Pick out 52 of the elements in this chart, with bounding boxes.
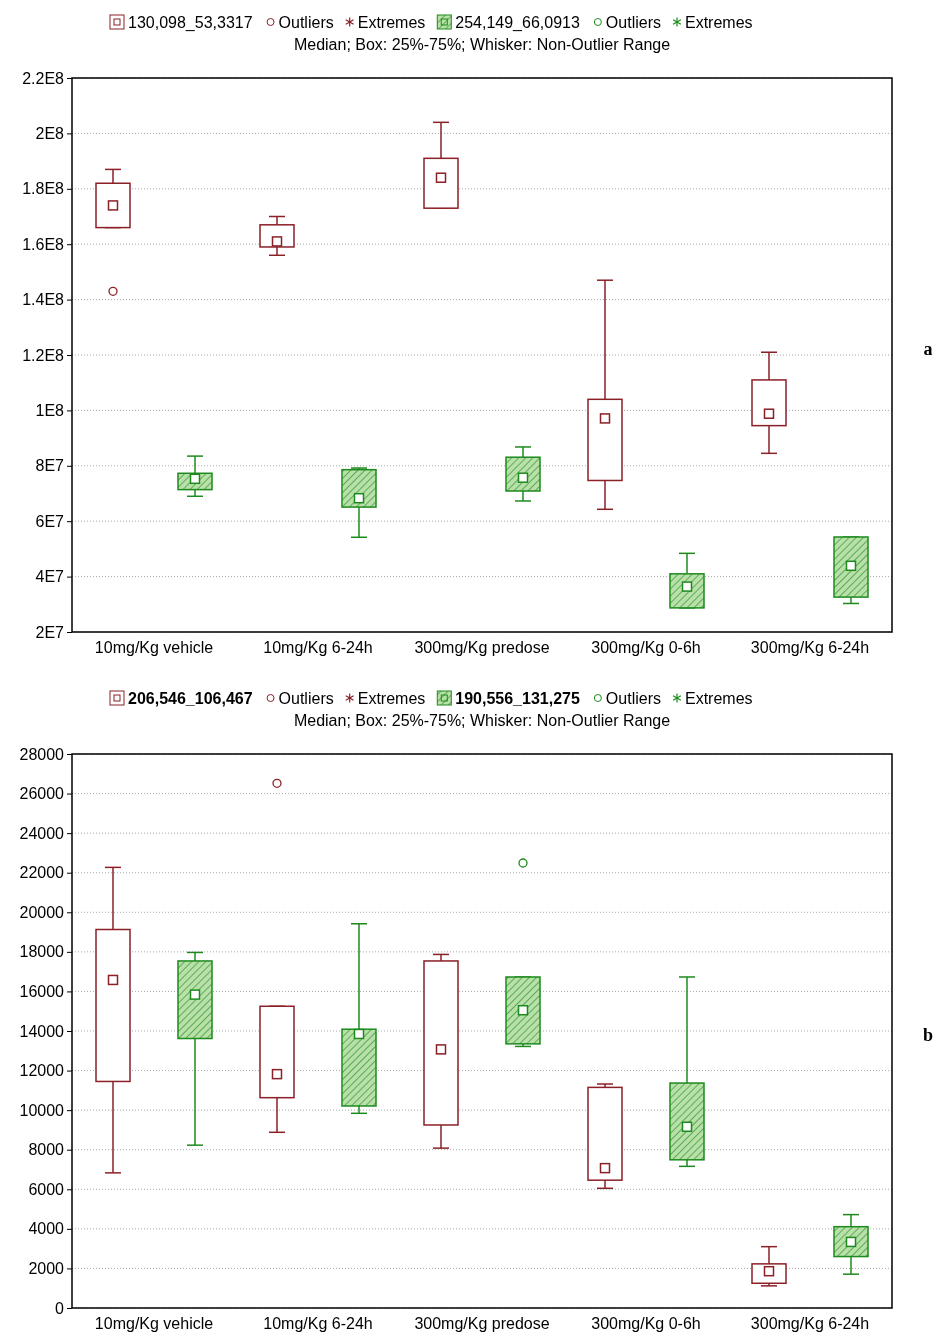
y-tick-label: 12000 (19, 1062, 65, 1080)
y-tick-label: 24000 (19, 824, 65, 842)
y-tick-label: 16000 (19, 983, 65, 1001)
text: Extremes (357, 14, 426, 31)
y-tick-label: 1.8E8 (22, 180, 65, 198)
legend-label: 190,556_131,275 (455, 690, 580, 707)
y-tick-label: 2.2E8 (22, 69, 65, 87)
y-tick-label: 14000 (19, 1022, 65, 1040)
x-tick-label: 300mg/Kg 0-6h (591, 1314, 701, 1332)
y-tick-label: 8000 (28, 1141, 65, 1159)
legend-label: 206,546_106,467 (128, 690, 253, 707)
y-tick-label: 28000 (19, 745, 65, 763)
x-tick-label: 300mg/Kg 0-6h (591, 638, 701, 656)
y-tick-label: 2E8 (35, 125, 65, 143)
text: Extremes (684, 690, 753, 707)
y-tick-label: 18000 (19, 943, 65, 961)
chart-subtitle: Median; Box: 25%-75%; Whisker: Non-Outlier Range (293, 712, 671, 729)
x-tick-label: 300mg/Kg 6-24h (750, 1314, 870, 1332)
y-tick-label: 8E7 (35, 457, 65, 475)
y-tick-label: 2000 (28, 1260, 65, 1278)
x-tick-label: 300mg/Kg predose (414, 638, 550, 656)
y-tick-label: 4E7 (35, 568, 65, 586)
x-tick-label: 10mg/Kg vehicle (94, 638, 214, 656)
x-tick-label: 10mg/Kg 6-24h (263, 1314, 373, 1332)
y-tick-label: 1.6E8 (22, 235, 65, 253)
text: Outliers (605, 14, 661, 31)
text: Extremes (684, 14, 753, 31)
y-tick-label: 1.2E8 (22, 346, 65, 364)
text: Outliers (605, 690, 661, 707)
y-tick-label: 2E7 (35, 623, 65, 641)
text: b (922, 1025, 934, 1045)
y-tick-label: 0 (55, 1299, 65, 1317)
text: Outliers (278, 14, 334, 31)
y-tick-label: 1.4E8 (22, 291, 65, 309)
y-tick-label: 10000 (19, 1101, 65, 1119)
y-tick-label: 6000 (28, 1180, 65, 1198)
y-tick-label: 6E7 (35, 512, 65, 530)
y-tick-label: 4000 (28, 1220, 65, 1238)
chart-subtitle: Median; Box: 25%-75%; Whisker: Non-Outlier Range (293, 36, 671, 53)
y-tick-label: 26000 (19, 785, 65, 803)
text: a (923, 339, 933, 359)
legend-label: 130,098_53,3317 (128, 14, 253, 32)
text: Extremes (357, 690, 426, 707)
x-tick-label: 300mg/Kg predose (414, 1314, 550, 1332)
y-tick-label: 20000 (19, 903, 65, 921)
x-tick-label: 10mg/Kg vehicle (94, 1314, 214, 1332)
x-tick-label: 10mg/Kg 6-24h (263, 638, 373, 656)
x-tick-label: 300mg/Kg 6-24h (750, 638, 870, 656)
legend-label: 254,149_66,0913 (455, 14, 580, 32)
y-tick-label: 22000 (19, 864, 65, 882)
text: Outliers (278, 690, 334, 707)
y-tick-label: 1E8 (35, 402, 65, 420)
